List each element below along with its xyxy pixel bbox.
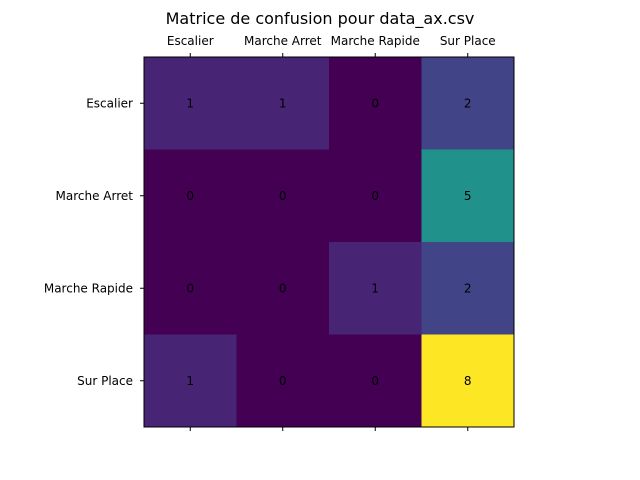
- cell-value-label: 5: [464, 189, 472, 203]
- heatmap-cell: [421, 149, 515, 243]
- cell-value-label: 0: [279, 281, 287, 295]
- chart-title: Matrice de confusion pour data_ax.csv: [166, 9, 475, 29]
- cell-value-label: 2: [464, 281, 472, 295]
- heatmap-cell: [236, 149, 330, 243]
- cell-value-label: 1: [279, 96, 287, 110]
- y-axis-left: Escalier Marche Arret Marche Rapide Sur Pla…: [44, 96, 144, 388]
- cell-value-label: 1: [186, 96, 194, 110]
- cell-value-label: 1: [371, 281, 379, 295]
- heatmap-cell: [236, 57, 330, 150]
- cell-value-label: 8: [464, 374, 472, 388]
- heatmap-cell: [144, 334, 237, 428]
- plot-frame: [143, 56, 515, 428]
- x-tick-label: Escalier: [167, 34, 214, 48]
- heatmap-cell: [421, 242, 515, 335]
- y-tick-label: Escalier: [86, 96, 133, 110]
- cell-value-label: 1: [186, 374, 194, 388]
- cell-value-label: 0: [371, 96, 379, 110]
- y-tick-label: Sur Place: [77, 374, 133, 388]
- cell-value-label: 0: [186, 281, 194, 295]
- heatmap-cell: [236, 334, 330, 428]
- heatmap-cell: [421, 57, 515, 150]
- heatmap-cell: [329, 242, 422, 335]
- x-tick-label: Marche Rapide: [331, 34, 420, 48]
- x-tick-label: Marche Arret: [244, 34, 322, 48]
- cell-value-label: 0: [371, 189, 379, 203]
- heatmap-cell: [329, 149, 422, 243]
- cell-value-label: 0: [279, 374, 287, 388]
- heatmap-cell: [329, 334, 422, 428]
- x-axis-bottom-ticks: [189, 427, 469, 431]
- heatmap-cell: [144, 57, 237, 150]
- y-tick-label: Marche Arret: [56, 189, 134, 203]
- heatmap-cell: [329, 57, 422, 150]
- heatmap-cell: [144, 149, 237, 243]
- x-axis-top: Escalier Marche Arret Marche Rapide Sur Pla…: [167, 34, 496, 57]
- heatmap-cell: [236, 242, 330, 335]
- heatmap-cell: [421, 334, 515, 428]
- heatmap-cell-labels: 1 1 0 2 0 0 0 5 0 0 1 2 1 0 0 8: [186, 96, 471, 388]
- heatmap-cell: [144, 242, 237, 335]
- cell-value-label: 0: [371, 374, 379, 388]
- cell-value-label: 0: [279, 189, 287, 203]
- x-tick-label: Sur Place: [440, 34, 496, 48]
- cell-value-label: 2: [464, 96, 472, 110]
- heatmap-cells: [144, 57, 515, 428]
- cell-value-label: 0: [186, 189, 194, 203]
- y-tick-label: Marche Rapide: [44, 281, 133, 295]
